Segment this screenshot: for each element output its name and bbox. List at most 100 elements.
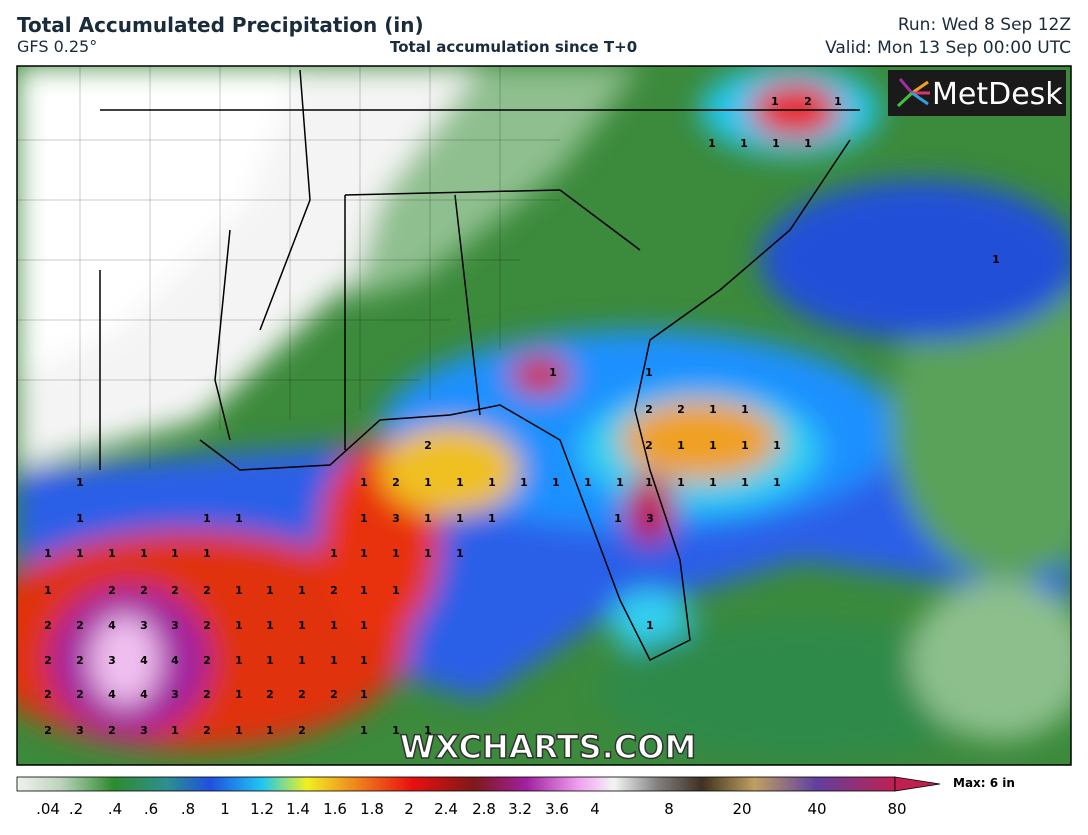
map-label: 2	[108, 724, 116, 737]
map-label: 4	[171, 654, 179, 667]
map-label: 2	[140, 584, 148, 597]
map-label: 1	[741, 476, 749, 489]
map-label: 1	[298, 619, 306, 632]
map-label: 2	[203, 654, 211, 667]
map-label: 3	[646, 512, 654, 525]
map-label: 1	[360, 619, 368, 632]
map-label: 2	[108, 584, 116, 597]
map-label: 1	[614, 512, 622, 525]
map-label: 1	[392, 724, 400, 737]
map-label: 1	[773, 476, 781, 489]
map-label: 1	[645, 366, 653, 379]
map-label: 1	[709, 476, 717, 489]
map-label: 1	[771, 95, 779, 108]
map-label: 4	[108, 688, 116, 701]
colorbar-label: 2.4	[434, 800, 458, 818]
colorbar-label: 8	[664, 800, 674, 818]
map-label: 2	[203, 724, 211, 737]
subtitle: Total accumulation since T+0	[390, 38, 638, 56]
map-label: 1	[456, 512, 464, 525]
map-label: 1	[360, 584, 368, 597]
map-label: 4	[108, 619, 116, 632]
map-label: 1	[360, 476, 368, 489]
map-label: 1	[298, 584, 306, 597]
map-label: 2	[677, 403, 685, 416]
watermark: WXCHARTS.COM	[400, 728, 697, 766]
map-label: 1	[773, 439, 781, 452]
map-label: 1	[804, 137, 812, 150]
map-label: 1	[108, 547, 116, 560]
map-label: 1	[709, 403, 717, 416]
map-label: 1	[456, 476, 464, 489]
map-label: 1	[488, 476, 496, 489]
map-label: 1	[266, 724, 274, 737]
map-label: 2	[330, 584, 338, 597]
map-label: 4	[140, 654, 148, 667]
map-label: 1	[488, 512, 496, 525]
colorbar-label: 4	[590, 800, 600, 818]
colorbar-label: .6	[144, 800, 158, 818]
title: Total Accumulated Precipitation (in)	[17, 13, 424, 37]
map-label: 1	[708, 137, 716, 150]
colorbar-label: 3.2	[508, 800, 532, 818]
map-label: 1	[584, 476, 592, 489]
map-label: 2	[424, 439, 432, 452]
map-label: 1	[456, 547, 464, 560]
map-label: 1	[360, 547, 368, 560]
map-label: 1	[235, 688, 243, 701]
colorbar-label: 20	[732, 800, 751, 818]
map-label: 1	[44, 584, 52, 597]
colorbar-label: 3.6	[545, 800, 569, 818]
map-label: 1	[203, 547, 211, 560]
model: GFS 0.25°	[17, 37, 98, 56]
map-label: 1	[392, 584, 400, 597]
map-label: 2	[203, 619, 211, 632]
map-label: 1	[677, 439, 685, 452]
colorbar-label: 1.8	[360, 800, 384, 818]
map-label: 4	[140, 688, 148, 701]
map-label: 1	[235, 724, 243, 737]
map-label: 2	[76, 619, 84, 632]
map-label: 3	[171, 688, 179, 701]
colorbar-label: 2	[404, 800, 414, 818]
colorbar-max: Max: 6 in	[953, 776, 1015, 790]
precip-field: 1 2 1 1 1 1 1 1 1 1 2 2 1 1 2 2 1 1 1 1 1 1 2 1 1 1 1 1 1 1 1 1 1 1 1 1 1 1 1 3…	[17, 66, 1071, 765]
map-label: 1	[171, 724, 179, 737]
colorbar-arrow	[894, 776, 941, 792]
map-frame	[16, 65, 1072, 766]
map-label: 3	[140, 724, 148, 737]
colorbar-label: .04	[36, 800, 60, 818]
map-label: 1	[266, 619, 274, 632]
logo-icon	[896, 78, 930, 108]
map-label: 1	[235, 619, 243, 632]
map-label: 1	[235, 512, 243, 525]
map-label: 1	[235, 584, 243, 597]
map-label: 2	[44, 619, 52, 632]
map-label: 1	[360, 512, 368, 525]
map-label: 1	[203, 512, 211, 525]
map-label: 2	[392, 476, 400, 489]
map-label: 1	[330, 654, 338, 667]
colorbar-label: .8	[181, 800, 195, 818]
map-label: 1	[171, 547, 179, 560]
map-label: 1	[298, 654, 306, 667]
map-label: 1	[645, 476, 653, 489]
map-label: 1	[360, 724, 368, 737]
colorbar-label: .2	[69, 800, 83, 818]
colorbar-label: 1.2	[250, 800, 274, 818]
colorbar-label: 1.6	[323, 800, 347, 818]
map-label: 2	[645, 439, 653, 452]
map-label: 1	[266, 584, 274, 597]
map-label: 2	[645, 403, 653, 416]
map-label: 2	[76, 654, 84, 667]
map-label: 2	[44, 724, 52, 737]
map-label: 1	[549, 366, 557, 379]
map-label: 1	[772, 137, 780, 150]
map-label: 1	[520, 476, 528, 489]
map-label: 1	[235, 654, 243, 667]
map-label: 3	[392, 512, 400, 525]
map-label: 1	[740, 137, 748, 150]
map-label: 1	[76, 476, 84, 489]
